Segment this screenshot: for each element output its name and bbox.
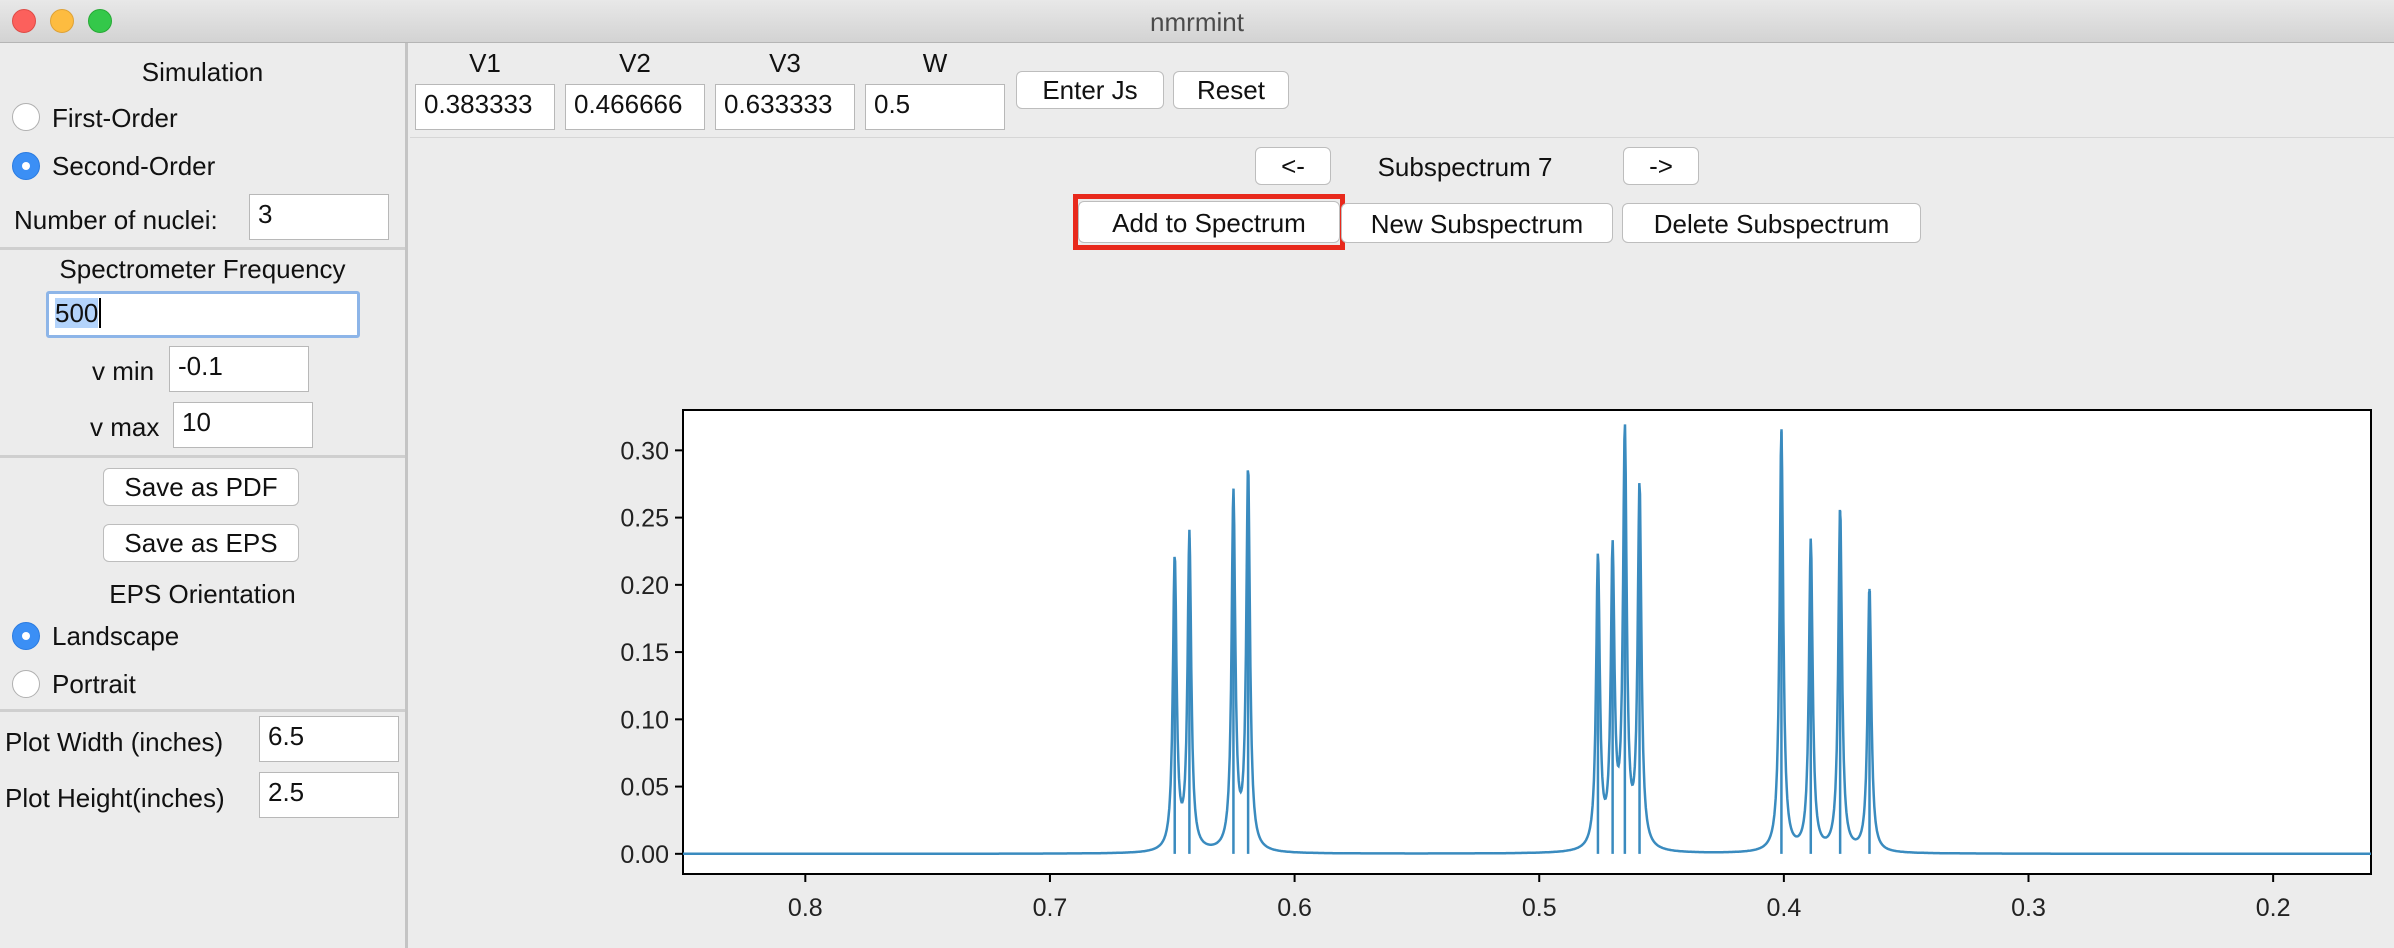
plot-height-label: Plot Height(inches)	[5, 783, 225, 813]
enter-js-button[interactable]: Enter Js	[1016, 71, 1164, 109]
vmin-label: v min	[92, 356, 155, 386]
plot-width-field[interactable]: 6.5	[259, 716, 399, 762]
peak-marks	[1173, 431, 1871, 854]
new-subspectrum-button[interactable]: New Subspectrum	[1341, 203, 1613, 243]
v2-label: V2	[619, 48, 651, 78]
save-pdf-button[interactable]: Save as PDF	[103, 468, 299, 506]
second-order-label: Second-Order	[52, 151, 216, 181]
plot-width-label: Plot Width (inches)	[5, 727, 224, 757]
section-divider	[0, 455, 405, 458]
reset-button[interactable]: Reset	[1173, 71, 1289, 109]
add-to-spectrum-button[interactable]: Add to Spectrum	[1078, 201, 1340, 243]
v3-label: V3	[769, 48, 801, 78]
w-field[interactable]: 0.5	[865, 84, 1005, 130]
next-subspectrum-button[interactable]: ->	[1623, 147, 1699, 185]
v2-field[interactable]: 0.466666	[565, 84, 705, 130]
delete-subspectrum-button[interactable]: Delete Subspectrum	[1622, 203, 1921, 243]
x-tick-label: 0.8	[788, 894, 823, 922]
landscape-label: Landscape	[52, 621, 180, 651]
sidebar: Simulation First-Order Second-Order Numb…	[0, 43, 408, 948]
x-axis: 0.8 0.7 0.6 0.5 0.4 0.3 0.2	[788, 874, 2291, 922]
y-tick-label: 0.30	[620, 437, 669, 465]
text-caret	[99, 298, 102, 328]
v3-field[interactable]: 0.633333	[715, 84, 855, 130]
y-tick-label: 0.25	[620, 505, 669, 533]
frequency-heading: Spectrometer Frequency	[59, 254, 346, 284]
vmax-label: v max	[90, 412, 160, 442]
nuclei-field[interactable]: 3	[249, 194, 389, 240]
second-order-radio[interactable]	[12, 152, 40, 180]
first-order-label: First-Order	[52, 103, 178, 133]
subspectrum-label: Subspectrum 7	[1377, 152, 1553, 182]
y-tick-label: 0.20	[620, 572, 669, 600]
section-divider	[0, 709, 405, 712]
save-eps-button[interactable]: Save as EPS	[103, 524, 299, 562]
prev-subspectrum-button[interactable]: <-	[1255, 147, 1331, 185]
section-divider	[0, 247, 405, 250]
y-tick-label: 0.00	[620, 841, 669, 869]
y-tick-label: 0.15	[620, 639, 669, 667]
x-tick-label: 0.7	[1033, 894, 1068, 922]
w-label: W	[922, 48, 948, 78]
frequency-value: 500	[55, 298, 99, 328]
window-title: nmrmint	[1150, 7, 1244, 37]
vmax-field[interactable]: 10	[173, 402, 313, 448]
y-tick-label: 0.10	[620, 706, 669, 734]
x-tick-label: 0.5	[1522, 894, 1557, 922]
portrait-label: Portrait	[52, 669, 136, 699]
vmin-field[interactable]: -0.1	[169, 346, 309, 392]
x-tick-label: 0.3	[2011, 894, 2046, 922]
spectrum-plot: 0.000.050.100.150.200.250.30 0.8 0.7 0.6 0.…	[620, 409, 2372, 922]
frequency-field[interactable]: 500	[46, 291, 360, 338]
nuclei-label: Number of nuclei:	[14, 205, 218, 235]
eps-orientation-heading: EPS Orientation	[109, 579, 296, 609]
y-tick-label: 0.05	[620, 774, 669, 802]
x-tick-label: 0.2	[2256, 894, 2291, 922]
landscape-radio[interactable]	[12, 622, 40, 650]
first-order-radio[interactable]	[12, 103, 40, 131]
plot-height-field[interactable]: 2.5	[259, 772, 399, 818]
simulation-heading: Simulation	[141, 57, 264, 87]
title-bar: nmrmint	[0, 0, 2394, 43]
close-window-button[interactable]	[12, 9, 36, 33]
portrait-radio[interactable]	[12, 670, 40, 698]
plot-area	[682, 409, 2372, 875]
minimize-window-button[interactable]	[50, 9, 74, 33]
x-tick-label: 0.4	[1766, 894, 1801, 922]
toolbar-divider	[410, 137, 2394, 138]
main-panel: V1 0.383333 V2 0.466666 V3 0.633333 W 0.…	[410, 43, 2394, 948]
x-tick-label: 0.6	[1277, 894, 1312, 922]
maximize-window-button[interactable]	[88, 9, 112, 33]
v1-label: V1	[469, 48, 501, 78]
y-axis: 0.00 0.05 0.10 0.15 0.20 0.25 0.30	[620, 437, 683, 869]
spectrum-line	[683, 424, 2371, 856]
v1-field[interactable]: 0.383333	[415, 84, 555, 130]
